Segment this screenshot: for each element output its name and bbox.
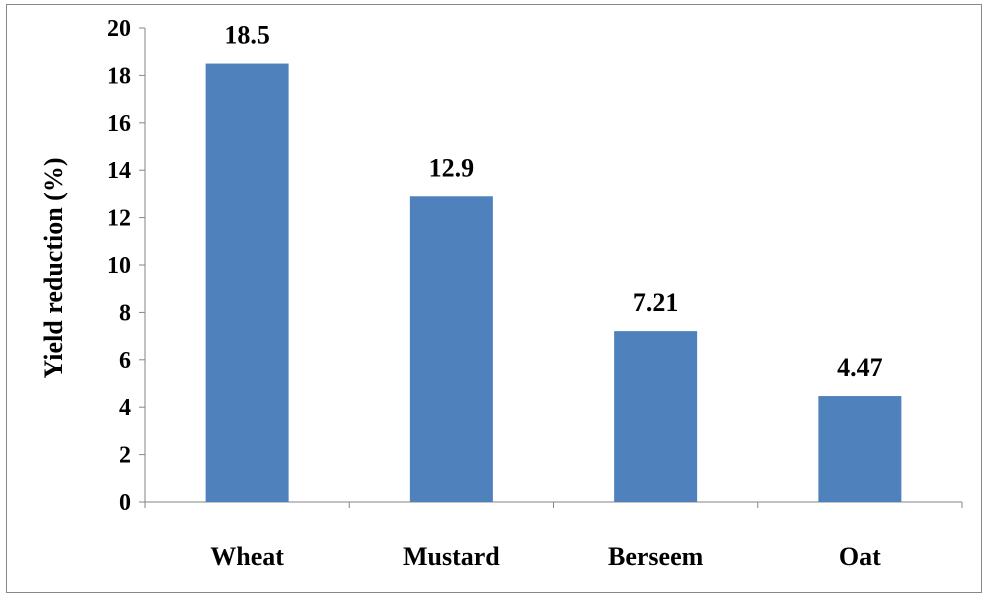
data-label-berseem: 7.21 bbox=[633, 288, 679, 317]
y-tick-label: 6 bbox=[119, 348, 131, 374]
data-label-wheat: 18.5 bbox=[224, 21, 270, 50]
y-tick-label: 8 bbox=[119, 300, 131, 326]
y-tick-label: 20 bbox=[107, 16, 131, 42]
bar-wheat bbox=[205, 63, 289, 503]
y-tick-label: 16 bbox=[107, 111, 131, 137]
y-tick-label: 18 bbox=[107, 63, 131, 89]
bars bbox=[205, 63, 902, 503]
y-tick-label: 4 bbox=[119, 395, 131, 421]
x-category-label: Berseem bbox=[608, 542, 704, 571]
x-category-label: Mustard bbox=[403, 542, 500, 571]
y-tick-label: 0 bbox=[119, 490, 131, 516]
bar-oat bbox=[818, 396, 902, 502]
y-tick-label: 10 bbox=[107, 253, 131, 279]
data-labels: 18.5 12.9 7.21 4.47 bbox=[224, 21, 882, 383]
y-tick-label: 14 bbox=[107, 158, 131, 184]
y-axis: 0 2 4 6 8 10 12 14 16 18 20 bbox=[107, 16, 146, 516]
bar-mustard bbox=[409, 196, 493, 502]
y-axis-title: Yield reduction (%) bbox=[39, 158, 68, 379]
x-category-label: Oat bbox=[839, 542, 881, 571]
x-category-label: Wheat bbox=[210, 542, 284, 571]
data-label-mustard: 12.9 bbox=[429, 153, 475, 182]
x-axis: Wheat Mustard Berseem Oat bbox=[144, 501, 963, 571]
bar-berseem bbox=[614, 331, 698, 502]
y-tick-label: 2 bbox=[119, 443, 131, 469]
data-label-oat: 4.47 bbox=[837, 353, 883, 382]
y-tick-label: 12 bbox=[107, 206, 131, 232]
